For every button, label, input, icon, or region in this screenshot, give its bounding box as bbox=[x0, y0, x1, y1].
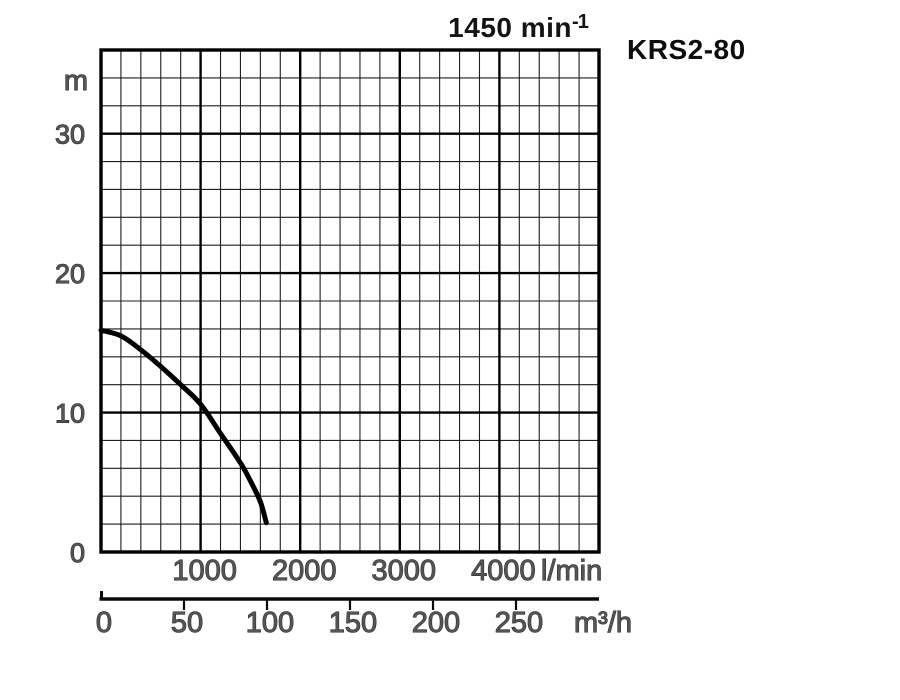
rotation-speed-exponent: -1 bbox=[572, 11, 589, 33]
secondary-x-tick-label: 150 bbox=[329, 607, 377, 639]
secondary-x-axis-unit-label: m³/h bbox=[574, 607, 632, 639]
rotation-speed-label: 1450 min-1 bbox=[408, 12, 628, 44]
performance-curve bbox=[98, 327, 269, 526]
secondary-x-tick-label: 0 bbox=[96, 607, 112, 639]
y-tick-label: 30 bbox=[55, 120, 85, 150]
x-tick-label: 2000 bbox=[272, 555, 337, 587]
x-tick-label: 3000 bbox=[372, 555, 437, 587]
model-name-label: KRS2-80 bbox=[627, 34, 746, 65]
y-axis-unit-label: m bbox=[64, 65, 88, 97]
secondary-x-tick-label: 50 bbox=[171, 607, 203, 639]
chart-border bbox=[99, 48, 601, 554]
y-tick-label: 20 bbox=[55, 259, 85, 289]
secondary-x-tick-label: 100 bbox=[246, 607, 294, 639]
x-tick-label: 1000 bbox=[172, 555, 237, 587]
x-axis-unit-label: l/min bbox=[541, 555, 602, 587]
x-tick-label: 4000 bbox=[471, 555, 536, 587]
rotation-speed-value: 1450 min bbox=[448, 12, 573, 43]
secondary-x-tick-label: 250 bbox=[495, 607, 543, 639]
y-tick-label: 0 bbox=[70, 538, 85, 568]
y-tick-label: 10 bbox=[55, 399, 85, 429]
secondary-x-tick-label: 200 bbox=[412, 607, 460, 639]
